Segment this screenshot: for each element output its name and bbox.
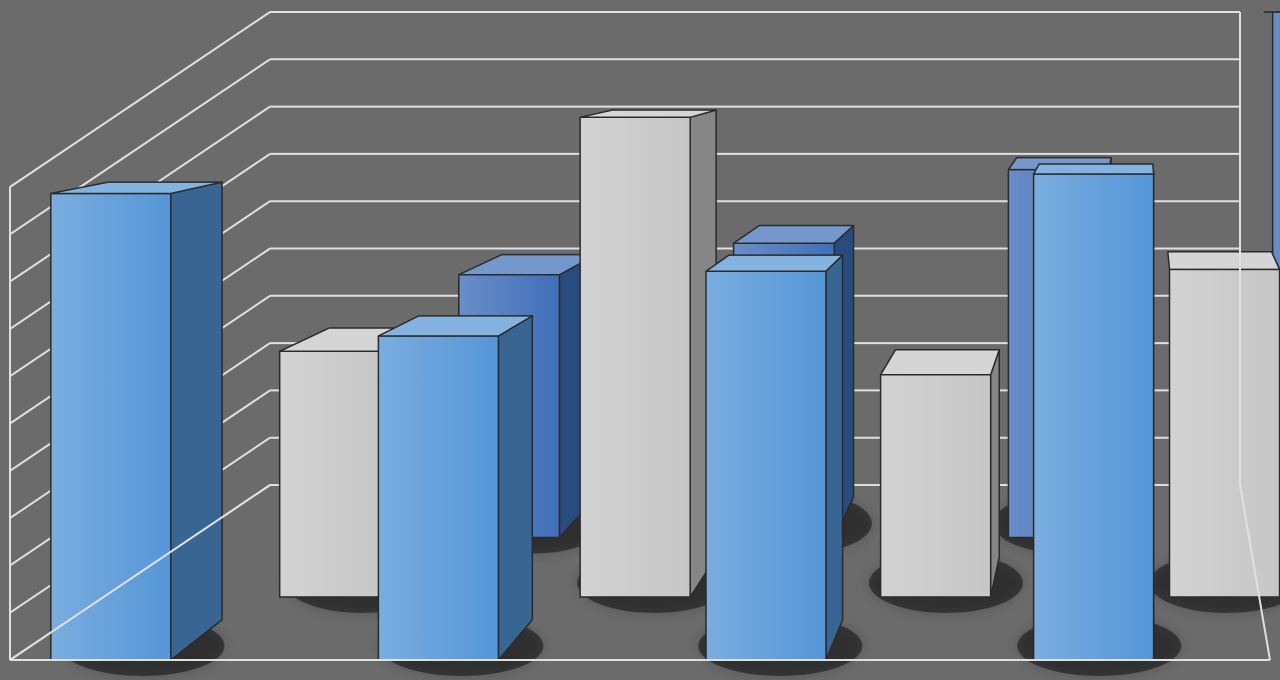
bar-top xyxy=(1168,252,1280,270)
bar-front xyxy=(706,271,826,660)
bar-side xyxy=(498,316,532,660)
bar xyxy=(378,316,543,676)
bar-front xyxy=(881,375,991,597)
bar xyxy=(698,255,862,676)
bar-side xyxy=(991,350,1000,597)
bar-front xyxy=(1170,269,1280,597)
bar-front xyxy=(280,351,390,597)
bar-front xyxy=(580,117,690,597)
bar xyxy=(51,182,225,676)
bar xyxy=(869,350,1023,613)
bar xyxy=(1149,252,1280,613)
bar-front xyxy=(378,336,498,660)
bar-side xyxy=(826,255,843,660)
bar-chart-3d xyxy=(0,0,1280,680)
bar-front xyxy=(51,193,171,660)
bar-top xyxy=(881,350,1000,375)
bar-side xyxy=(171,182,222,660)
bar-front xyxy=(1034,174,1154,660)
bar-top xyxy=(1034,164,1154,174)
bar-top xyxy=(706,255,843,271)
